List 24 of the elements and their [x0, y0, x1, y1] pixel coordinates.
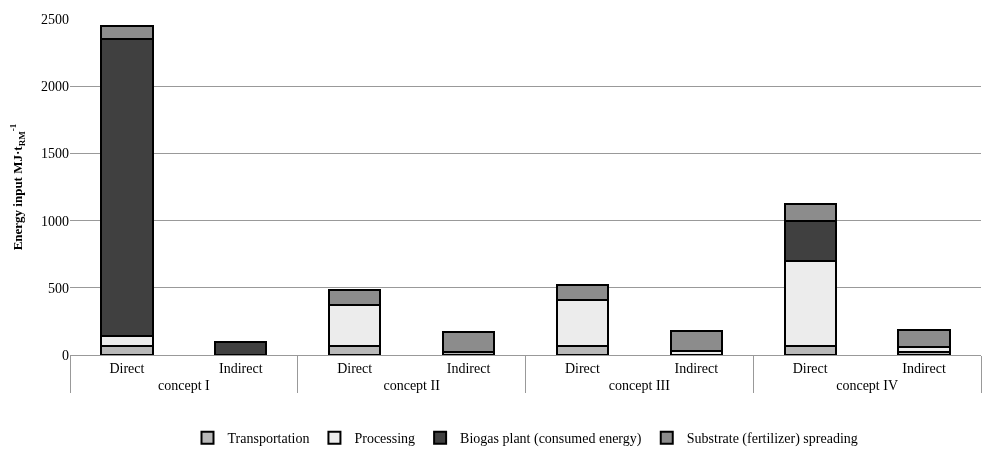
bar: [214, 340, 268, 355]
legend-label: Transportation: [227, 431, 310, 447]
text: concept IV: [836, 377, 899, 393]
x-tick-label: Direct: [337, 360, 373, 376]
text: concept II: [383, 377, 441, 393]
y-tick-label: 1500: [41, 146, 69, 162]
text: concept III: [608, 377, 671, 393]
y-tick-label: 1000: [41, 213, 69, 229]
x-tick-label: Direct: [564, 360, 601, 376]
x-tick-label: Direct: [109, 360, 145, 376]
bar: [669, 329, 723, 352]
x-tick-label: Indirect: [674, 360, 719, 376]
y-tick-label: 2000: [41, 79, 69, 95]
y-tick-label: 0: [62, 347, 69, 363]
x-tick-label: Indirect: [902, 360, 946, 376]
legend-label: Processing: [354, 431, 416, 447]
y-tick-label: 2500: [41, 11, 69, 27]
y-tick-label: 500: [48, 280, 69, 296]
x-tick-label: Indirect: [219, 360, 263, 376]
x-tick-label: Direct: [792, 360, 828, 376]
x-tick-label: Indirect: [446, 360, 491, 376]
legend-label: Substrate (fertilizer) spreading: [686, 431, 858, 448]
legend-label: Biogas plant (consumed energy): [460, 431, 642, 448]
text: concept I: [158, 377, 211, 393]
